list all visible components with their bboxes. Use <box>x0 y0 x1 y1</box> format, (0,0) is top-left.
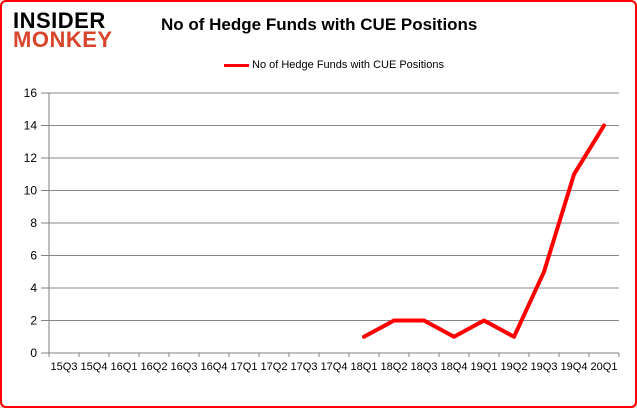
chart-title: No of Hedge Funds with CUE Positions <box>161 15 478 34</box>
x-axis-label: 17Q2 <box>261 361 288 373</box>
series-line <box>362 123 606 339</box>
legend-line-swatch-icon <box>224 63 249 67</box>
x-axis-label: 18Q1 <box>351 361 378 373</box>
x-axis-label: 18Q4 <box>441 361 468 373</box>
x-axis-label: 16Q4 <box>201 361 228 373</box>
x-axis-label: 19Q3 <box>531 361 558 373</box>
x-axis-label: 17Q3 <box>291 361 318 373</box>
x-axis-label: 16Q2 <box>141 361 168 373</box>
legend: No of Hedge Funds with CUE Positions <box>49 57 619 73</box>
y-axis-label: 14 <box>24 119 38 133</box>
x-axis-label: 15Q4 <box>81 361 108 373</box>
x-axis-label: 19Q4 <box>561 361 588 373</box>
y-axis-label: 4 <box>30 281 37 295</box>
x-axis-label: 17Q4 <box>321 361 348 373</box>
x-axis-label: 19Q1 <box>471 361 498 373</box>
logo-line2: MONKEY <box>13 27 113 53</box>
y-axis-label: 8 <box>30 216 37 230</box>
x-axis-label: 18Q2 <box>381 361 408 373</box>
x-axis-label: 16Q1 <box>111 361 138 373</box>
legend-label: No of Hedge Funds with CUE Positions <box>252 59 444 71</box>
y-axis-label: 12 <box>24 151 38 165</box>
y-axis-label: 6 <box>30 249 37 263</box>
y-axis-label: 16 <box>24 86 38 100</box>
x-axis-label: 20Q1 <box>591 361 618 373</box>
y-axis-label: 10 <box>24 184 38 198</box>
x-axis-label: 17Q1 <box>231 361 258 373</box>
x-axis-label: 15Q3 <box>51 361 78 373</box>
y-axis-label: 0 <box>30 346 37 360</box>
x-axis-label: 16Q3 <box>171 361 198 373</box>
x-axis-label: 18Q3 <box>411 361 438 373</box>
insider-monkey-logo: INSIDER MONKEY <box>13 8 113 53</box>
x-axis-label: 19Q2 <box>501 361 528 373</box>
y-axis-label: 2 <box>30 314 37 328</box>
logo-line1: INSIDER <box>13 8 106 33</box>
